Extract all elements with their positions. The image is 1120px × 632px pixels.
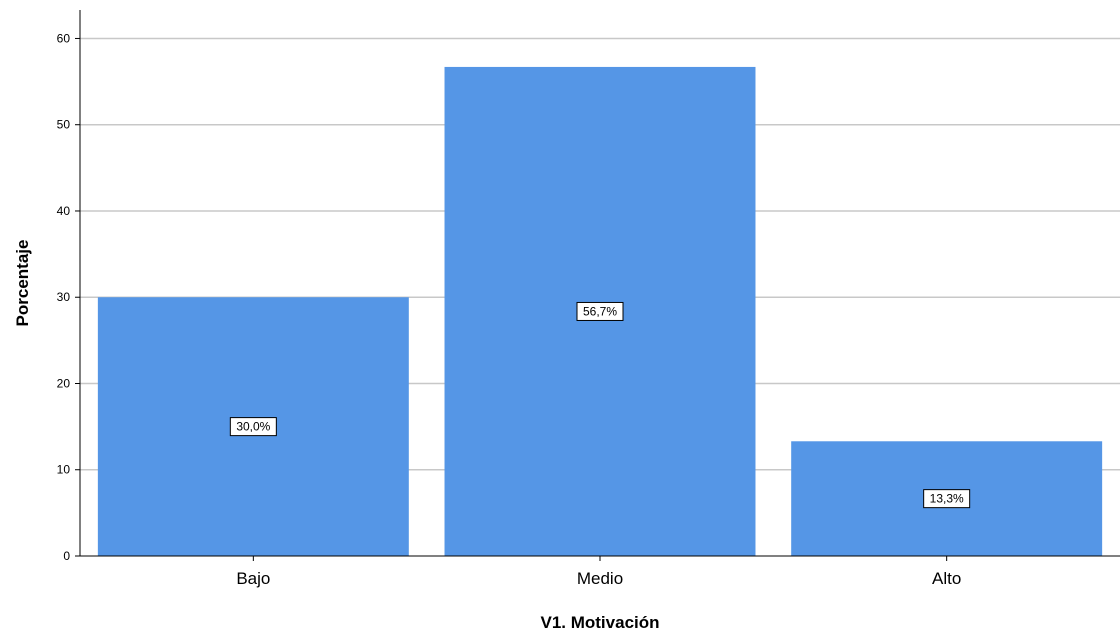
y-tick-label: 20	[57, 376, 71, 390]
data-label-text: 13,3%	[930, 492, 964, 506]
y-axis-title: Porcentaje	[13, 240, 32, 327]
y-ticks: 0 10 20 30 40 50 60	[57, 31, 80, 563]
data-label-bajo: 30,0%	[229, 417, 277, 437]
data-label-medio: 56,7%	[576, 301, 624, 321]
data-labels: 30,0% 56,7% 13,3%	[229, 301, 971, 509]
y-tick-label: 60	[57, 31, 71, 45]
data-label-text: 56,7%	[583, 304, 617, 318]
x-category-label: Alto	[932, 569, 961, 588]
y-tick-label: 10	[57, 463, 71, 477]
data-label-text: 30,0%	[236, 420, 270, 434]
y-tick-label: 0	[63, 549, 70, 563]
x-axis-title: V1. Motivación	[540, 613, 659, 632]
y-tick-label: 30	[57, 290, 71, 304]
data-label-box	[576, 301, 624, 321]
x-category-labels: Bajo Medio Alto	[236, 556, 961, 588]
y-tick-label: 40	[57, 204, 71, 218]
data-label-box	[923, 489, 971, 509]
data-label-alto: 13,3%	[923, 489, 971, 509]
x-category-label: Medio	[577, 569, 623, 588]
data-label-box	[229, 417, 277, 437]
y-tick-label: 50	[57, 118, 71, 132]
x-category-label: Bajo	[236, 569, 270, 588]
